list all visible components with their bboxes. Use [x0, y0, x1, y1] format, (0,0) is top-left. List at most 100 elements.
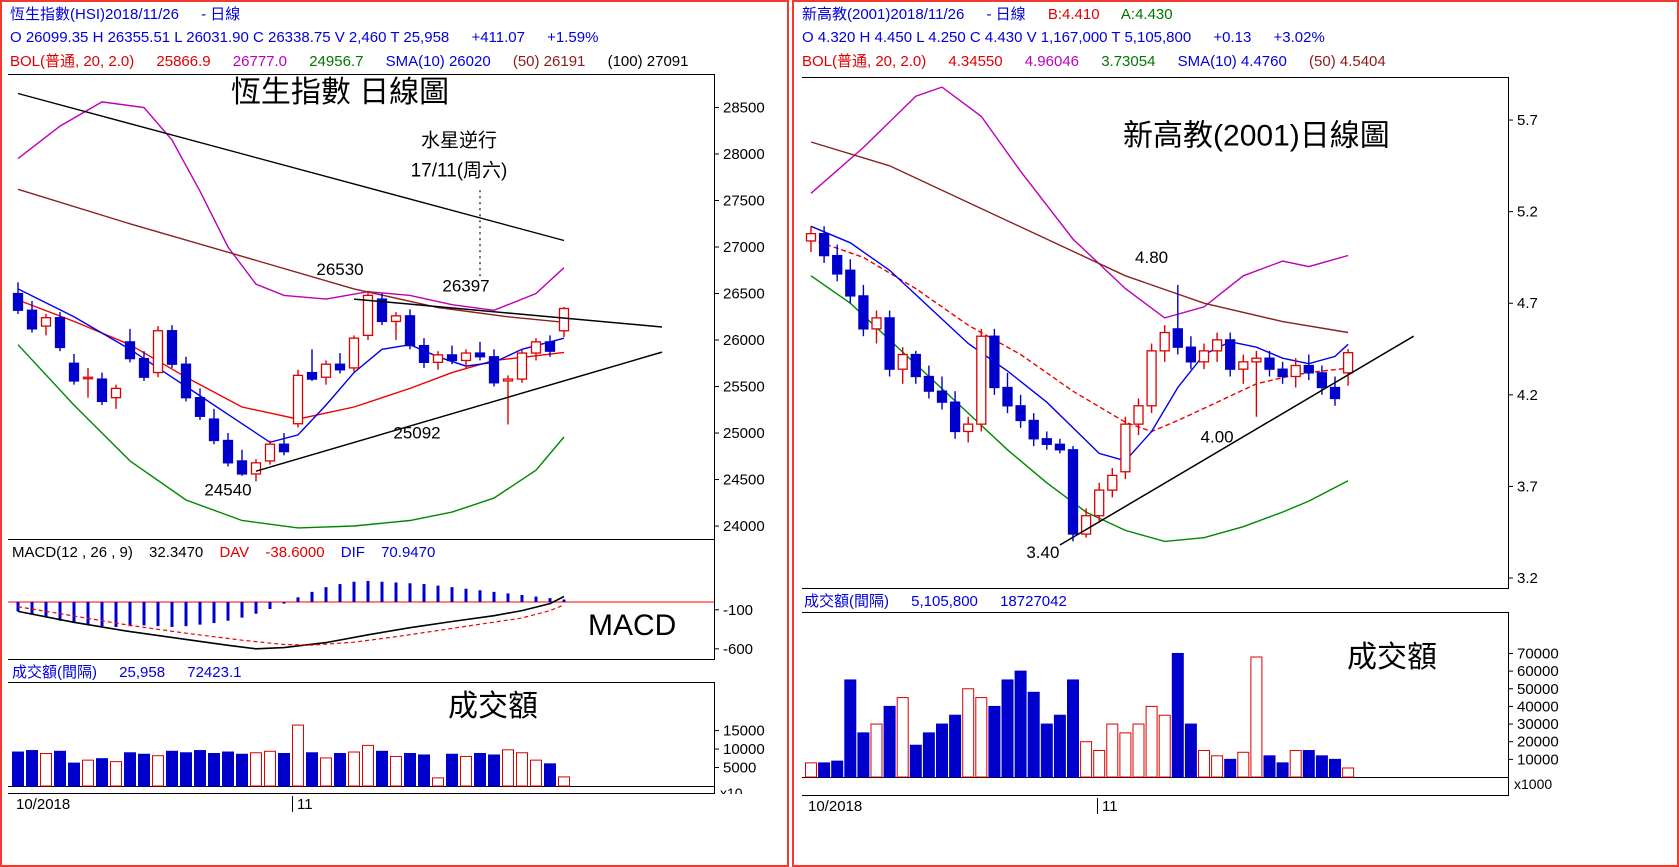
gx-bol-mid-value: 4.34550 [948, 53, 1003, 70]
svg-text:水星逆行: 水星逆行 [421, 130, 497, 152]
svg-text:10000: 10000 [723, 741, 765, 758]
svg-text:3.2: 3.2 [1517, 570, 1538, 587]
svg-text:成交額: 成交額 [448, 690, 538, 723]
hsi-period-label: - 日線 [201, 6, 241, 23]
gx-sma50-value: (50) 4.5404 [1309, 53, 1386, 70]
svg-text:成交額: 成交額 [1347, 641, 1437, 674]
hsi-volume-value: 25,958 [119, 664, 166, 681]
hsi-chart-window[interactable]: 恆生指數(HSI)2018/11/26 - 日線 O 26099.35 H 26… [0, 0, 789, 867]
hsi-sma100-value: (100) 27091 [607, 53, 689, 70]
gx-volume-value: 5,105,800 [911, 593, 978, 610]
svg-text:-100: -100 [723, 602, 753, 619]
gx-title-line: 新高教(2001)2018/11/26 - 日線 B:4.410 A:4.430 [802, 5, 1191, 25]
svg-text:26530: 26530 [316, 260, 363, 279]
svg-text:40000: 40000 [1517, 698, 1559, 715]
svg-text:x1000: x1000 [1514, 776, 1552, 792]
hsi-change-percent: +1.59% [547, 29, 599, 46]
gx-ohlc-values: O 4.320 H 4.450 L 4.250 C 4.430 V 1,167,… [802, 29, 1192, 46]
svg-text:x10: x10 [720, 785, 743, 794]
svg-text:-600: -600 [723, 641, 753, 658]
gx-x-label-oct: 10/2018 [808, 798, 863, 815]
hsi-change-value: +411.07 [471, 29, 525, 46]
svg-text:24000: 24000 [723, 518, 765, 535]
svg-text:3.40: 3.40 [1026, 543, 1059, 562]
svg-text:4.7: 4.7 [1517, 295, 1538, 312]
svg-text:70000: 70000 [1517, 645, 1559, 662]
hsi-dav-value: -38.6000 [265, 544, 325, 561]
hsi-macd-params: MACD(12 , 26 , 9) [12, 544, 133, 561]
svg-text:5.7: 5.7 [1517, 112, 1538, 129]
hsi-main-svg: 24000 24500 25000 25500 26000 26500 27000 27500… [8, 74, 765, 540]
gx-change-value: +0.13 [1213, 29, 1252, 46]
svg-text:10000: 10000 [1517, 751, 1559, 768]
svg-text:20000: 20000 [1517, 734, 1559, 751]
svg-text:4.2: 4.2 [1517, 387, 1538, 404]
svg-text:28500: 28500 [723, 99, 765, 116]
hsi-x-axis: 10/2018 11 [8, 794, 787, 814]
hsi-volume-total: 72423.1 [187, 664, 242, 681]
svg-text:28000: 28000 [723, 146, 765, 163]
svg-text:3.7: 3.7 [1517, 478, 1538, 495]
gx-volume-header: 成交額(間隔) 5,105,800 18727042 [804, 592, 1085, 612]
hsi-ohlc-line: O 26099.35 H 26355.51 L 26031.90 C 26338… [10, 28, 616, 48]
svg-text:25500: 25500 [723, 379, 765, 396]
svg-text:24500: 24500 [723, 472, 765, 489]
svg-text:26000: 26000 [723, 332, 765, 349]
hsi-ohlc-values: O 26099.35 H 26355.51 L 26031.90 C 26338… [10, 29, 450, 46]
gx-main-svg: 3.2 3.7 4.2 4.7 5.2 5.7 新高教(2001)日線圖 4.80 4.00 3.… [802, 77, 1538, 589]
hsi-symbol-title: 恆生指數(HSI)2018/11/26 [10, 6, 179, 23]
gx-symbol-title: 新高教(2001)2018/11/26 [802, 6, 965, 23]
hsi-dav-label: DAV [219, 544, 250, 561]
svg-text:MACD: MACD [588, 609, 676, 642]
gx-bol-lower-value: 3.73054 [1101, 53, 1156, 70]
hsi-bol-lower-value: 24956.7 [309, 53, 364, 70]
gx-bol-label: BOL(普通, 20, 2.0) [802, 53, 927, 70]
svg-text:恆生指數 日線圖: 恆生指數 日線圖 [231, 76, 449, 109]
svg-text:4.80: 4.80 [1135, 248, 1168, 267]
hsi-dif-label: DIF [340, 544, 365, 561]
gx-chart-window[interactable]: 新高教(2001)2018/11/26 - 日線 B:4.410 A:4.430… [792, 0, 1679, 867]
svg-text:4.00: 4.00 [1201, 427, 1234, 446]
hsi-bol-mid-value: 25866.9 [156, 53, 211, 70]
hsi-title-line: 恆生指數(HSI)2018/11/26 - 日線 [10, 5, 258, 25]
hsi-dif-value: 70.9470 [381, 544, 436, 561]
svg-text:26500: 26500 [723, 286, 765, 303]
svg-text:24540: 24540 [204, 480, 251, 499]
svg-text:27000: 27000 [723, 239, 765, 256]
gx-period-label: - 日線 [986, 6, 1026, 23]
svg-text:新高教(2001)日線圖: 新高教(2001)日線圖 [1123, 120, 1390, 153]
hsi-bol-upper-value: 26777.0 [232, 53, 288, 70]
gx-volume-total: 18727042 [1000, 593, 1067, 610]
svg-text:5000: 5000 [723, 760, 756, 777]
hsi-macd-value: 32.3470 [149, 544, 204, 561]
gx-sma10-value: SMA(10) 4.4760 [1177, 53, 1287, 70]
svg-text:30000: 30000 [1517, 716, 1559, 733]
svg-text:25000: 25000 [723, 425, 765, 442]
svg-text:50000: 50000 [1517, 681, 1559, 698]
svg-text:5.2: 5.2 [1517, 204, 1538, 221]
hsi-sma10-value: SMA(10) 26020 [385, 53, 491, 70]
gx-bid-value: B:4.410 [1047, 6, 1100, 23]
gx-bol-upper-value: 4.96046 [1024, 53, 1080, 70]
hsi-sma50-value: (50) 26191 [512, 53, 586, 70]
svg-text:27500: 27500 [723, 192, 765, 209]
svg-text:15000: 15000 [723, 723, 765, 740]
gx-volume-label: 成交額(間隔) [804, 593, 889, 610]
hsi-volume-header: 成交額(間隔) 25,958 72423.1 [12, 663, 259, 683]
gx-ohlc-line: O 4.320 H 4.450 L 4.250 C 4.430 V 1,167,… [802, 28, 1343, 48]
gx-indicator-line: BOL(普通, 20, 2.0) 4.34550 4.96046 3.73054… [802, 52, 1404, 72]
gx-ask-value: A:4.430 [1120, 6, 1173, 23]
gx-x-axis: 10/2018 11 [800, 796, 1677, 816]
svg-text:26397: 26397 [442, 277, 489, 296]
hsi-x-label-oct: 10/2018 [16, 796, 71, 813]
hsi-x-label-nov: 11 [292, 796, 313, 813]
gx-change-percent: +3.02% [1273, 29, 1325, 46]
svg-text:17/11(周六): 17/11(周六) [411, 159, 508, 181]
hsi-macd-svg: -100 -600 MACD [8, 540, 753, 660]
hsi-macd-header: MACD(12 , 26 , 9) 32.3470 DAV -38.6000 D… [12, 543, 447, 563]
svg-text:60000: 60000 [1517, 663, 1559, 680]
svg-text:25092: 25092 [393, 424, 440, 443]
hsi-volume-label: 成交額(間隔) [12, 664, 97, 681]
